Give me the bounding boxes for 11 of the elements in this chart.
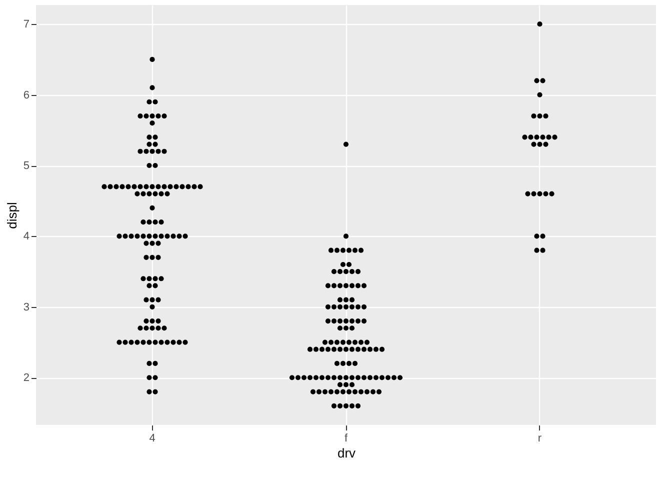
- y-axis-title: displ: [4, 202, 20, 229]
- x-tick-label: f: [344, 432, 348, 444]
- y-tick-label: 3: [23, 301, 30, 314]
- x-tick-label: 4: [149, 432, 156, 444]
- y-tick-label: 7: [23, 18, 30, 31]
- x-axis-title: drv: [337, 446, 356, 460]
- y-tick-label: 2: [23, 372, 30, 384]
- x-tick-label: r: [538, 432, 542, 444]
- y-tick-label: 6: [23, 89, 30, 102]
- y-tick-label: 5: [23, 160, 30, 172]
- y-tick-label: 4: [23, 230, 30, 243]
